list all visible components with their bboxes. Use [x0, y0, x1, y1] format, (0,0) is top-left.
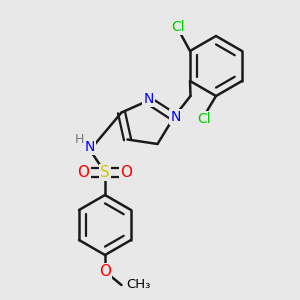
- Text: CH₃: CH₃: [126, 278, 150, 292]
- Text: H: H: [75, 133, 84, 146]
- Text: N: N: [170, 110, 181, 124]
- Text: N: N: [143, 92, 154, 106]
- Text: O: O: [121, 165, 133, 180]
- Text: Cl: Cl: [171, 20, 185, 34]
- Text: O: O: [77, 165, 89, 180]
- Text: Cl: Cl: [197, 112, 211, 126]
- Text: O: O: [99, 264, 111, 279]
- Text: N: N: [85, 140, 95, 154]
- Text: S: S: [100, 165, 110, 180]
